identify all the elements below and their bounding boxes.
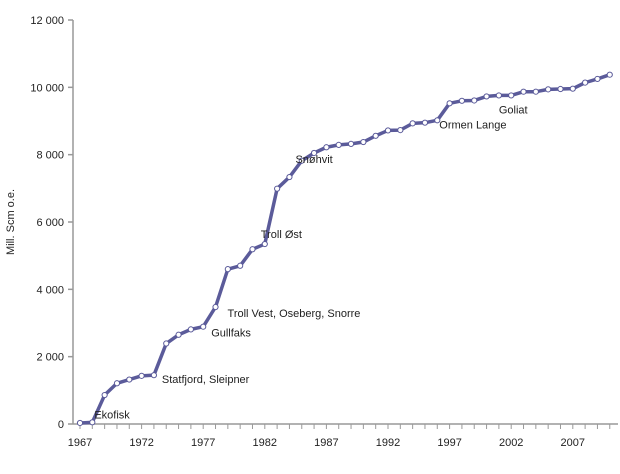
y-tick-label: 8 000: [36, 150, 64, 162]
data-point: [520, 88, 527, 95]
data-point: [471, 97, 478, 104]
y-tick-label: 2 000: [36, 352, 64, 364]
data-point: [508, 92, 515, 99]
y-tick-label: 0: [58, 419, 64, 431]
y-tick-label: 10 000: [30, 82, 64, 94]
data-point: [421, 119, 429, 126]
y-tick-label: 4 000: [36, 284, 64, 296]
data-point: [101, 391, 108, 399]
annotation-label: Ekofisk: [94, 409, 130, 421]
data-point: [212, 303, 219, 311]
annotation-label: Troll Vest, Oseberg, Snorre: [228, 308, 361, 320]
data-point: [582, 79, 589, 86]
data-point: [163, 340, 170, 347]
data-point: [76, 419, 84, 427]
data-point: [187, 326, 194, 333]
data-point: [495, 92, 502, 99]
y-tick-label: 6 000: [36, 217, 64, 229]
annotation-label: Statfjord, Sleipner: [162, 374, 250, 386]
data-point: [274, 185, 281, 192]
data-point: [446, 100, 453, 107]
data-point: [458, 97, 466, 104]
data-point: [569, 85, 576, 92]
data-point: [409, 120, 416, 127]
data-point: [224, 266, 231, 273]
x-tick-label: 1972: [129, 437, 153, 449]
x-tick-label: 1992: [376, 437, 400, 449]
data-point: [532, 88, 539, 95]
data-point: [150, 372, 158, 379]
data-point: [335, 141, 342, 149]
y-axis-label: Mill. Scm o.e.: [5, 189, 17, 255]
data-point: [384, 127, 392, 134]
annotation-label: Goliat: [499, 104, 528, 116]
data-point: [594, 75, 601, 83]
x-tick-label: 2002: [499, 437, 523, 449]
x-tick-label: 1987: [314, 437, 338, 449]
data-point: [483, 93, 490, 100]
data-point: [360, 138, 367, 146]
x-tick-label: 1997: [437, 437, 461, 449]
data-point: [397, 126, 404, 134]
data-point: [310, 149, 318, 157]
data-point: [434, 117, 441, 124]
data-point: [89, 419, 96, 426]
annotation-label: Gullfaks: [211, 328, 251, 340]
x-tick-label: 1977: [191, 437, 215, 449]
data-point: [237, 262, 244, 269]
data-point: [249, 246, 256, 253]
data-point: [126, 376, 133, 383]
data-point: [261, 240, 268, 248]
data-point: [372, 132, 379, 139]
data-point: [557, 85, 564, 93]
annotation-label: Snøhvit: [295, 154, 332, 166]
x-tick-label: 2007: [561, 437, 585, 449]
annotation-label: Troll Øst: [261, 229, 302, 241]
x-tick-label: 1967: [68, 437, 92, 449]
data-point: [200, 323, 207, 330]
y-tick-label: 12 000: [30, 15, 64, 27]
data-point: [286, 173, 293, 181]
annotation-label: Ormen Lange: [439, 119, 506, 131]
x-tick-label: 1982: [253, 437, 277, 449]
series-line: [79, 73, 611, 425]
data-point: [138, 372, 145, 379]
data-point: [347, 140, 355, 147]
data-point: [113, 380, 121, 387]
data-point: [545, 86, 552, 93]
data-point: [175, 331, 182, 338]
data-point: [323, 144, 330, 151]
data-point: [298, 157, 305, 164]
data-point: [606, 71, 613, 78]
